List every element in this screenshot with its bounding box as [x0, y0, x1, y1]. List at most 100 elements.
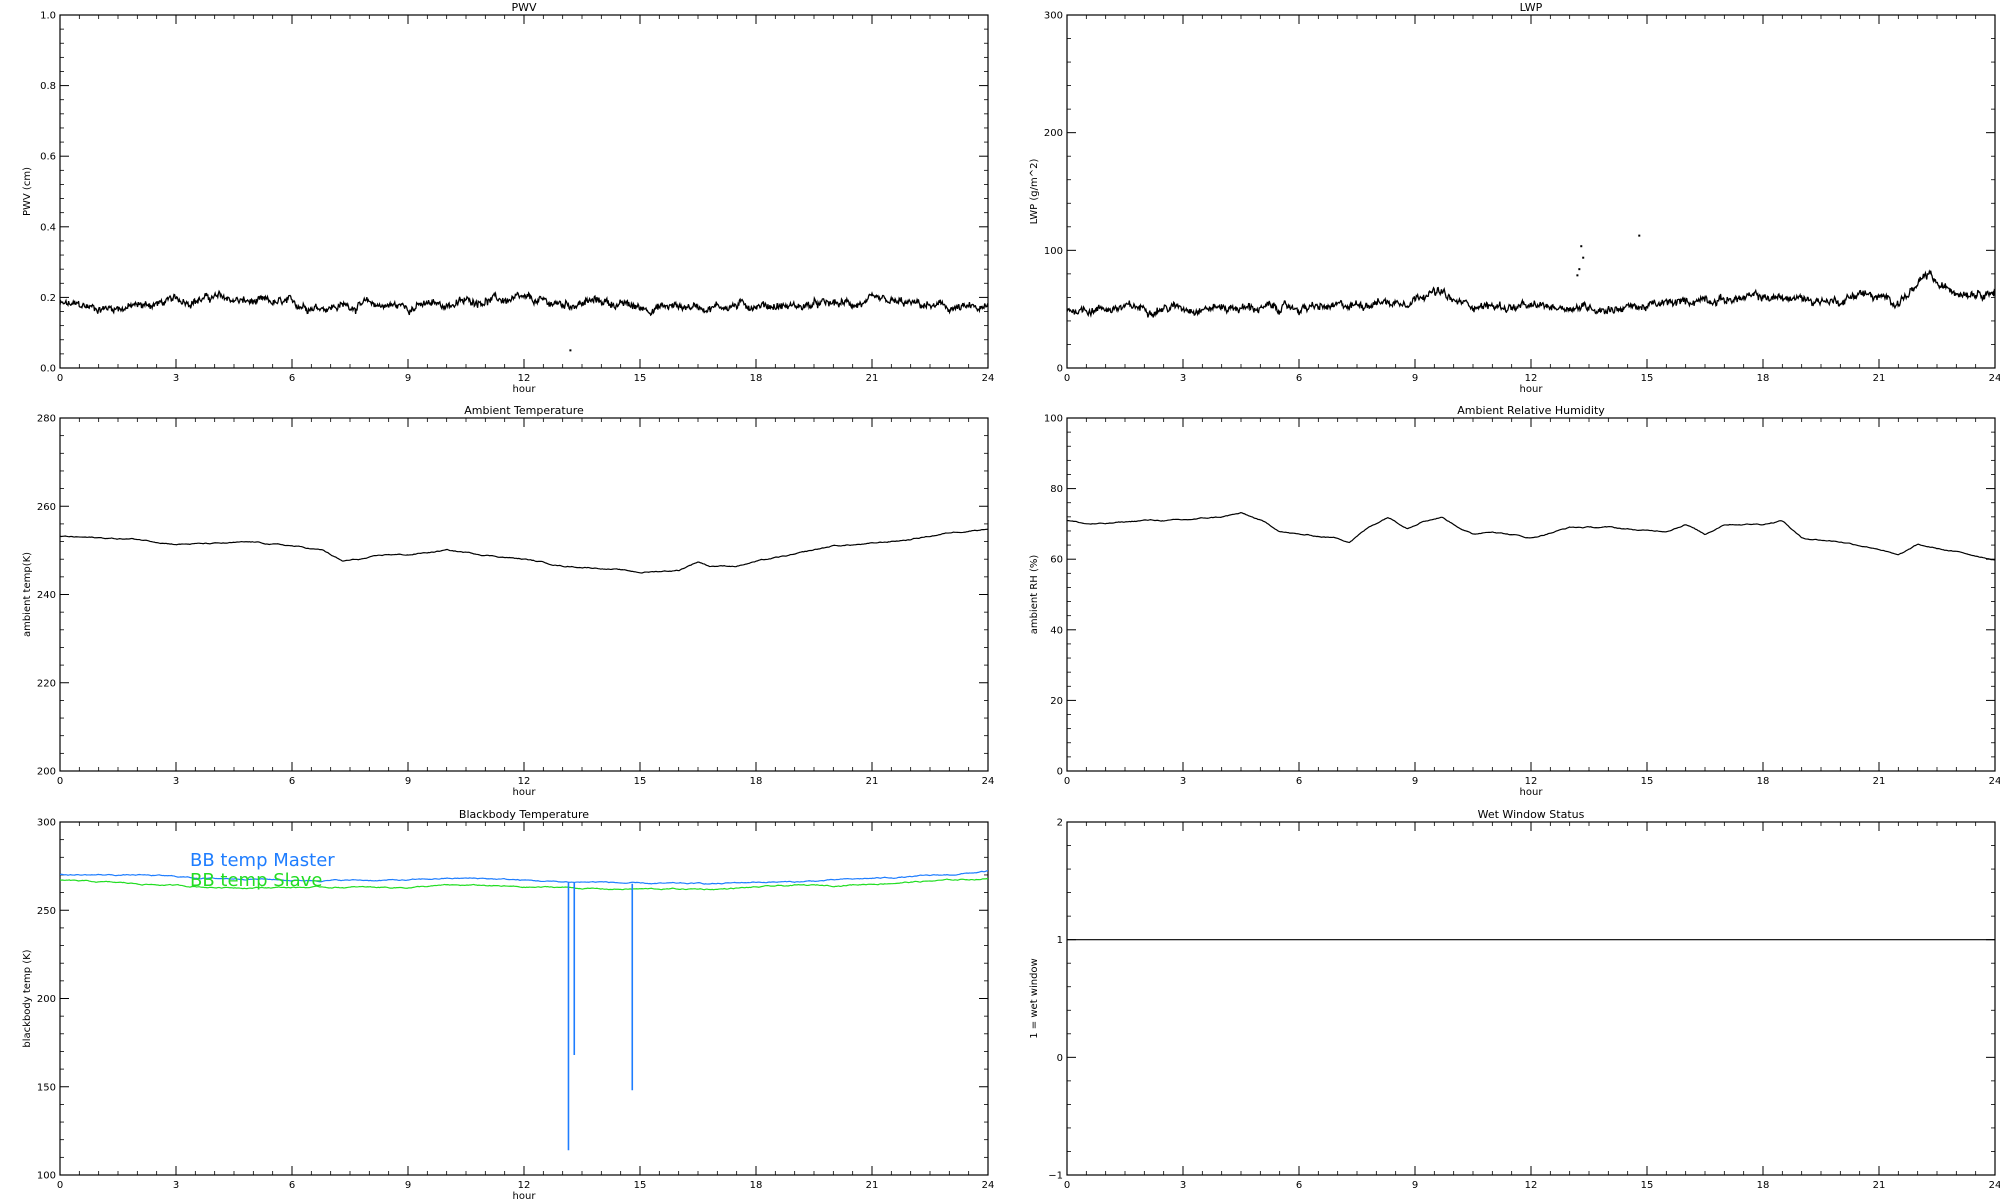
x-axis-label: hour [1520, 787, 1544, 798]
x-tick-label: 21 [1873, 776, 1886, 787]
y-tick-label: 60 [1050, 555, 1063, 566]
chart-title: LWP [1520, 1, 1543, 14]
outlier-point [569, 349, 572, 352]
plot-frame [59, 417, 989, 772]
series-line-0 [1067, 269, 1995, 318]
x-tick-label: 18 [750, 776, 763, 787]
y-tick-label: −1 [1048, 1171, 1063, 1182]
y-tick-label: 20 [1050, 696, 1063, 707]
x-tick-label: 3 [173, 776, 179, 787]
y-tick-label: 0.4 [40, 222, 56, 233]
chart-panel-4: Blackbody Temperature 0 3 6 9 12 15 18 21 24 hour 1… [22, 808, 994, 1200]
y-tick-label: 300 [1044, 11, 1063, 22]
x-tick-label: 12 [518, 776, 531, 787]
series-line-0 [60, 870, 988, 885]
chart-title: Blackbody Temperature [459, 808, 589, 821]
series-layer [60, 870, 988, 1151]
y-tick-label: 250 [37, 906, 56, 917]
series-layer [60, 528, 988, 574]
x-tick-label: 24 [982, 373, 995, 384]
x-tick-label: 0 [57, 1180, 63, 1191]
x-tick-label: 15 [634, 373, 647, 384]
series-layer [1067, 512, 1995, 561]
x-axis-label: hour [513, 787, 537, 798]
chart-title: PWV [511, 1, 537, 14]
y-tick-label: 240 [37, 590, 56, 601]
x-tick-label: 15 [1641, 1180, 1654, 1191]
y-axis-label: PWV (cm) [22, 167, 33, 216]
series-line-0 [60, 289, 988, 317]
series-layer [1067, 234, 1995, 318]
x-tick-label: 15 [1641, 373, 1654, 384]
y-tick-label: 260 [37, 502, 56, 513]
series-layer [60, 289, 988, 352]
x-tick-label: 21 [1873, 373, 1886, 384]
y-tick-label: 1.0 [40, 11, 56, 22]
plot-frame [59, 14, 989, 369]
x-tick-label: 18 [750, 1180, 763, 1191]
chart-title: Wet Window Status [1478, 808, 1585, 821]
y-tick-label: 100 [1044, 246, 1063, 257]
x-tick-label: 21 [866, 373, 879, 384]
y-tick-label: 200 [37, 994, 56, 1005]
y-tick-label: 0 [1057, 364, 1063, 375]
x-tick-label: 3 [173, 1180, 179, 1191]
x-tick-label: 21 [1873, 1180, 1886, 1191]
y-tick-label: 300 [37, 818, 56, 829]
x-tick-label: 9 [1412, 776, 1418, 787]
plot-frame [1066, 417, 1996, 772]
legend-entry: BB temp Master [190, 850, 335, 871]
plot-frame [1066, 14, 1996, 369]
y-tick-label: 100 [1044, 414, 1063, 425]
y-tick-label: 40 [1050, 625, 1063, 636]
x-tick-label: 0 [1064, 776, 1070, 787]
outlier-point [1582, 256, 1585, 259]
x-tick-label: 3 [1180, 776, 1186, 787]
y-axis-label: 1 = wet window [1029, 958, 1040, 1038]
x-axis-label: hour [513, 1191, 537, 1200]
x-tick-label: 0 [1064, 1180, 1070, 1191]
x-tick-label: 18 [1757, 373, 1770, 384]
x-tick-label: 0 [1064, 373, 1070, 384]
x-tick-label: 12 [1525, 373, 1538, 384]
y-tick-label: 200 [37, 767, 56, 778]
y-tick-label: 0.6 [40, 152, 56, 163]
x-tick-label: 9 [1412, 373, 1418, 384]
x-tick-label: 15 [1641, 776, 1654, 787]
x-tick-label: 21 [866, 776, 879, 787]
outlier-point [1576, 274, 1579, 277]
x-tick-label: 6 [289, 1180, 295, 1191]
x-axis-label: hour [1520, 384, 1544, 395]
x-tick-label: 21 [866, 1180, 879, 1191]
x-tick-label: 24 [1989, 776, 2000, 787]
chart-panel-3: Ambient Relative Humidity 0 3 6 9 12 15 18 21 24 h… [1029, 404, 2000, 798]
x-tick-label: 6 [1296, 1180, 1302, 1191]
x-tick-label: 12 [518, 1180, 531, 1191]
x-tick-label: 24 [982, 1180, 995, 1191]
series-line-1 [60, 877, 988, 891]
x-tick-label: 18 [1757, 776, 1770, 787]
chart-panel-1: LWP 0 3 6 9 12 15 18 21 24 hour 0 100 200 300 LWP (g/m^… [1029, 1, 2000, 395]
x-axis-label: hour [513, 384, 537, 395]
x-tick-label: 15 [634, 1180, 647, 1191]
y-axis-label: LWP (g/m^2) [1029, 159, 1040, 225]
y-tick-label: 0.2 [40, 293, 56, 304]
y-tick-label: 200 [1044, 128, 1063, 139]
x-tick-label: 0 [57, 776, 63, 787]
x-tick-label: 6 [1296, 776, 1302, 787]
y-tick-label: 100 [37, 1171, 56, 1182]
series-line-0 [1067, 512, 1995, 561]
chart-title: Ambient Relative Humidity [1457, 404, 1605, 417]
y-tick-label: 0.8 [40, 81, 56, 92]
y-tick-label: 80 [1050, 484, 1063, 495]
x-tick-label: 0 [57, 373, 63, 384]
x-tick-label: 9 [1412, 1180, 1418, 1191]
x-tick-label: 3 [1180, 373, 1186, 384]
outlier-point [1580, 245, 1583, 248]
y-axis-label: ambient temp(K) [22, 552, 33, 637]
x-tick-label: 9 [405, 776, 411, 787]
x-tick-label: 12 [1525, 1180, 1538, 1191]
outlier-point [1638, 234, 1641, 237]
chart-panel-2: Ambient Temperature 0 3 6 9 12 15 18 21 24 hour 200… [22, 404, 994, 798]
legend-entry: BB temp Slave [190, 870, 322, 891]
